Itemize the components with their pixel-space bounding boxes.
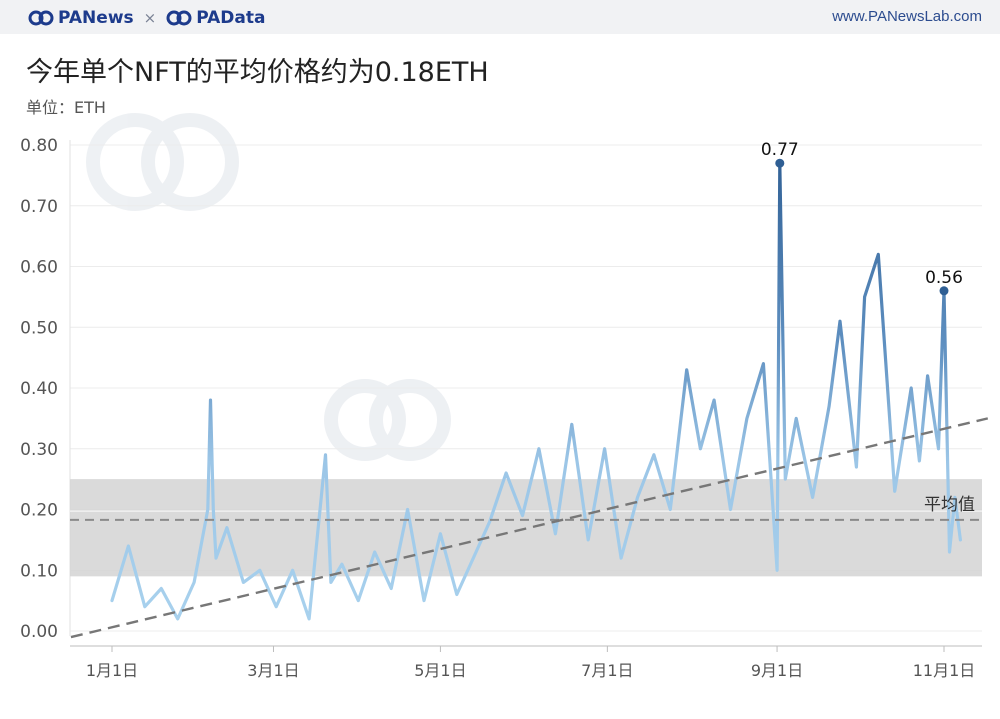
- y-tick-label: 0.70: [20, 197, 58, 217]
- chart-title: 今年单个NFT的平均价格约为0.18ETH: [26, 57, 489, 88]
- peak-marker: [775, 158, 785, 168]
- panews-logo-icon: [28, 10, 54, 26]
- y-tick-label: 0.50: [20, 318, 58, 338]
- padata-logo-icon: [166, 10, 192, 26]
- x-tick-label: 5月1日: [414, 661, 466, 680]
- y-tick-label: 0.00: [20, 622, 58, 642]
- unit-label: 单位：ETH: [26, 98, 106, 117]
- brand-separator: ×: [143, 9, 157, 27]
- y-tick-label: 0.30: [20, 440, 58, 460]
- x-tick-label: 7月1日: [581, 661, 633, 680]
- x-tick-label: 1月1日: [86, 661, 138, 680]
- trend-line: [70, 417, 989, 639]
- top-bar: PANews × PAData www.PANewsLab.com: [0, 0, 1000, 34]
- brand-logos: PANews × PAData: [28, 6, 265, 30]
- peak-label: 0.56: [925, 268, 963, 288]
- price-series-line: [110, 161, 962, 621]
- average-label: 平均值: [924, 495, 975, 515]
- peak-label: 0.77: [761, 140, 799, 160]
- peak-marker: [939, 286, 949, 296]
- x-tick-label: 3月1日: [247, 661, 299, 680]
- site-url[interactable]: www.PANewsLab.com: [832, 8, 982, 25]
- brand-padata: PAData: [196, 8, 266, 28]
- x-tick-label: 11月1日: [913, 661, 976, 680]
- y-tick-label: 0.80: [20, 136, 58, 156]
- y-tick-label: 0.20: [20, 501, 58, 521]
- y-tick-label: 0.60: [20, 258, 58, 278]
- y-tick-label: 0.10: [20, 561, 58, 581]
- brand-panews: PANews: [58, 8, 134, 28]
- y-tick-label: 0.40: [20, 379, 58, 399]
- x-tick-label: 9月1日: [751, 661, 803, 680]
